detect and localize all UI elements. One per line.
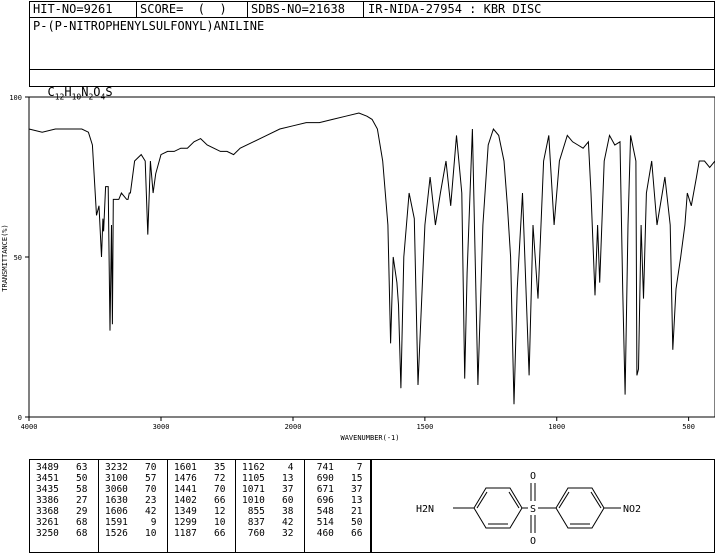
peak-row: 3232 70 bbox=[105, 462, 157, 473]
peak-row: 1349 12 bbox=[174, 506, 226, 517]
x-tick-label: 4000 bbox=[21, 423, 38, 431]
peak-row: 1402 66 bbox=[174, 495, 226, 506]
peak-row: 3100 57 bbox=[105, 473, 157, 484]
peak-row: 3060 70 bbox=[105, 484, 157, 495]
peak-row: 837 42 bbox=[242, 517, 294, 528]
x-tick-label: 1000 bbox=[548, 423, 565, 431]
peak-row: 3435 58 bbox=[36, 484, 88, 495]
oxygen-bottom: O bbox=[530, 536, 536, 547]
header-divider-top bbox=[29, 17, 715, 18]
header-sep-2 bbox=[247, 1, 248, 18]
peak-row: 3451 50 bbox=[36, 473, 88, 484]
x-tick-label: 500 bbox=[682, 423, 695, 431]
sdbs-number: SDBS-NO=21638 bbox=[251, 2, 345, 16]
peak-row: 1441 70 bbox=[174, 484, 226, 495]
peak-row: 1071 37 bbox=[242, 484, 294, 495]
peak-row: 1526 10 bbox=[105, 528, 157, 539]
peak-column: 741 7 690 15 671 37 696 13 548 21 514 50… bbox=[311, 462, 363, 539]
peak-col-sep-3 bbox=[235, 459, 236, 553]
peak-row: 1299 10 bbox=[174, 517, 226, 528]
peak-column: 1162 4 1105 13 1071 37 1010 60 855 38 837 4… bbox=[242, 462, 293, 539]
peak-column: 1601 35 1476 72 1441 70 1402 66 1349 12 1299 … bbox=[174, 462, 225, 539]
sulfur-atom: S bbox=[530, 504, 536, 515]
peak-row: 3489 63 bbox=[36, 462, 88, 473]
peak-row: 3386 27 bbox=[36, 495, 88, 506]
header-sep-1 bbox=[136, 1, 137, 18]
ir-nida-number: IR-NIDA-27954 : KBR DISC bbox=[368, 2, 542, 16]
x-tick-label: 2000 bbox=[285, 423, 302, 431]
peak-row: 690 15 bbox=[311, 473, 363, 484]
y-tick-label: 100 bbox=[9, 94, 22, 102]
peak-row: 696 13 bbox=[311, 495, 363, 506]
plot-frame bbox=[28, 96, 715, 418]
peak-row: 1105 13 bbox=[242, 473, 294, 484]
peak-row: 514 50 bbox=[311, 517, 363, 528]
peak-row: 760 32 bbox=[242, 528, 294, 539]
amine-group: H2N bbox=[416, 504, 434, 515]
peak-row: 3261 68 bbox=[36, 517, 88, 528]
peak-row: 1162 4 bbox=[242, 462, 294, 473]
x-tick-label: 3000 bbox=[153, 423, 170, 431]
peak-row: 1630 23 bbox=[105, 495, 157, 506]
peak-col-sep-4 bbox=[304, 459, 305, 553]
chemical-structure: H2N S O O NO2 bbox=[416, 471, 641, 547]
peak-row: 3250 68 bbox=[36, 528, 88, 539]
compound-name: P-(P-NITROPHENYLSULFONYL)ANILINE bbox=[33, 19, 265, 33]
peak-row: 548 21 bbox=[311, 506, 363, 517]
chart-axes bbox=[28, 96, 715, 418]
spectrum-line bbox=[28, 112, 715, 405]
peak-col-sep-1 bbox=[98, 459, 99, 553]
peak-column: 3232 70 3100 57 3060 70 1630 23 1606 42 1591 … bbox=[105, 462, 156, 539]
peak-row: 1476 72 bbox=[174, 473, 226, 484]
ir-spectrum-chart: 4000 3000 2000 1500 1000 500 0 50 100 WAVENUMBER… bbox=[1, 94, 715, 442]
header-sep-3 bbox=[363, 1, 364, 18]
header-divider-bottom bbox=[29, 69, 715, 70]
peak-row: 1601 35 bbox=[174, 462, 226, 473]
hit-number: HIT-NO=9261 bbox=[33, 2, 113, 16]
x-tick-label: 1500 bbox=[416, 423, 433, 431]
score: SCORE= ( ) bbox=[140, 2, 227, 16]
peak-column: 3489 63 3451 50 3435 58 3386 27 3368 29 3261 … bbox=[36, 462, 87, 539]
y-axis-label: TRANSMITTANCE(%) bbox=[1, 224, 9, 291]
peak-row: 460 66 bbox=[311, 528, 363, 539]
chart-ticks: 4000 3000 2000 1500 1000 500 0 50 100 bbox=[9, 94, 695, 431]
x-axis-label: WAVENUMBER(-1) bbox=[340, 434, 399, 442]
y-tick-label: 50 bbox=[14, 254, 22, 262]
y-tick-label: 0 bbox=[18, 414, 22, 422]
peak-row: 1606 42 bbox=[105, 506, 157, 517]
oxygen-top: O bbox=[530, 471, 536, 482]
peak-row: 1591 9 bbox=[105, 517, 157, 528]
right-benzene-ring bbox=[555, 487, 605, 529]
peak-row: 741 7 bbox=[311, 462, 363, 473]
peak-row: 1187 66 bbox=[174, 528, 226, 539]
peak-row: 671 37 bbox=[311, 484, 363, 495]
peak-col-sep-2 bbox=[167, 459, 168, 553]
left-benzene-ring bbox=[473, 487, 523, 529]
peak-row: 1010 60 bbox=[242, 495, 294, 506]
nitro-group: NO2 bbox=[623, 504, 641, 515]
peak-row: 3368 29 bbox=[36, 506, 88, 517]
peak-row: 855 38 bbox=[242, 506, 294, 517]
